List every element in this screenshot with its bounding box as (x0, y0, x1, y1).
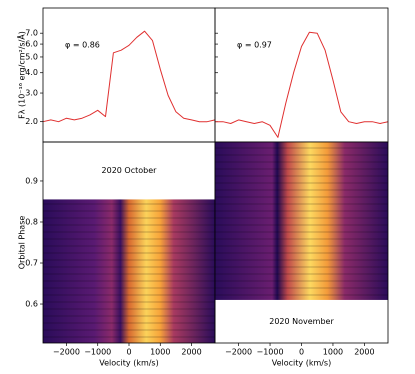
y-tick-label: 0.9 (25, 176, 38, 185)
spectrum-line (42, 30, 216, 123)
spectrum-line (215, 31, 389, 138)
x-tick-label: 2000 (354, 348, 374, 357)
x-tick-label: −2000 (225, 348, 252, 357)
y-tick-label: 7.0 (25, 29, 38, 38)
season-label: 2020 October (102, 166, 158, 175)
phase-label: φ = 0.97 (237, 41, 272, 50)
y-axis-label: Fλ (10⁻¹⁶ erg/cm²/s/Å) (16, 31, 27, 119)
x-tick-label: 1000 (323, 348, 343, 357)
phase-label: φ = 0.86 (65, 41, 100, 50)
panel-frame (42, 7, 216, 143)
season-label: 2020 November (269, 317, 334, 326)
y-tick-label: 5.0 (25, 52, 38, 61)
x-tick-label: −1000 (84, 348, 111, 357)
y-tick-label: 0.8 (25, 217, 38, 226)
x-tick-label: −1000 (257, 348, 284, 357)
stripes (43, 199, 215, 343)
y-tick-label: 2.0 (25, 117, 38, 126)
x-tick-label: 2000 (181, 348, 201, 357)
x-axis-label: Velocity (km/s) (272, 359, 331, 368)
y-tick-label: 0.6 (25, 300, 38, 309)
panel-frame (214, 141, 389, 344)
y-tick-label: 0.7 (25, 259, 38, 268)
x-tick-label: 0 (299, 348, 304, 357)
y-tick-label: 6.0 (25, 40, 38, 49)
x-tick-label: 1000 (150, 348, 170, 357)
y-axis-label: Orbital Phase (18, 216, 27, 270)
stripes (215, 142, 388, 300)
x-tick-label: −2000 (53, 348, 80, 357)
x-axis-label: Velocity (km/s) (99, 359, 158, 368)
x-tick-label: 0 (126, 348, 131, 357)
y-tick-label: 4.0 (25, 68, 38, 77)
y-tick-label: 3.0 (25, 89, 38, 98)
